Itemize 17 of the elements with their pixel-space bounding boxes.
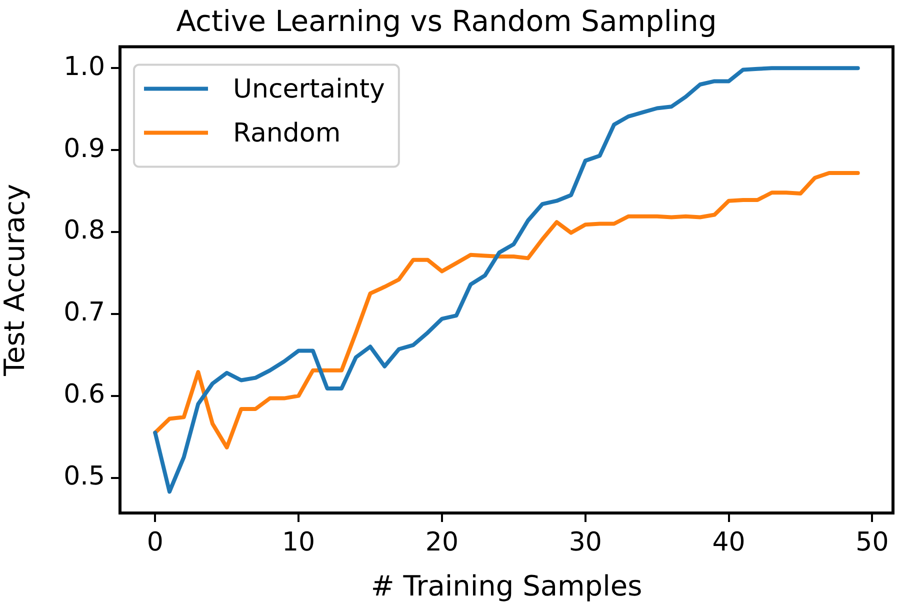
y-tick-label: 0.5	[64, 462, 105, 492]
x-tick-label: 30	[568, 527, 602, 558]
y-tick-label: 0.8	[64, 216, 105, 246]
chart-title: Active Learning vs Random Sampling	[176, 4, 717, 38]
x-tick-label: 0	[146, 527, 164, 558]
y-tick-label: 0.7	[64, 298, 105, 328]
legend-label: Uncertainty	[233, 74, 385, 105]
y-tick-label: 0.9	[64, 134, 105, 164]
y-tick-label: 0.6	[64, 380, 105, 410]
legend-label: Random	[233, 118, 341, 149]
x-tick-label: 20	[425, 527, 459, 558]
x-tick-label: 50	[856, 527, 889, 558]
x-tick-label: 40	[712, 527, 746, 558]
x-axis-title: # Training Samples	[370, 569, 642, 602]
x-tick-label: 10	[282, 527, 316, 558]
y-axis-title: Test Accuracy	[0, 184, 32, 377]
y-tick-label: 1.0	[64, 52, 105, 82]
